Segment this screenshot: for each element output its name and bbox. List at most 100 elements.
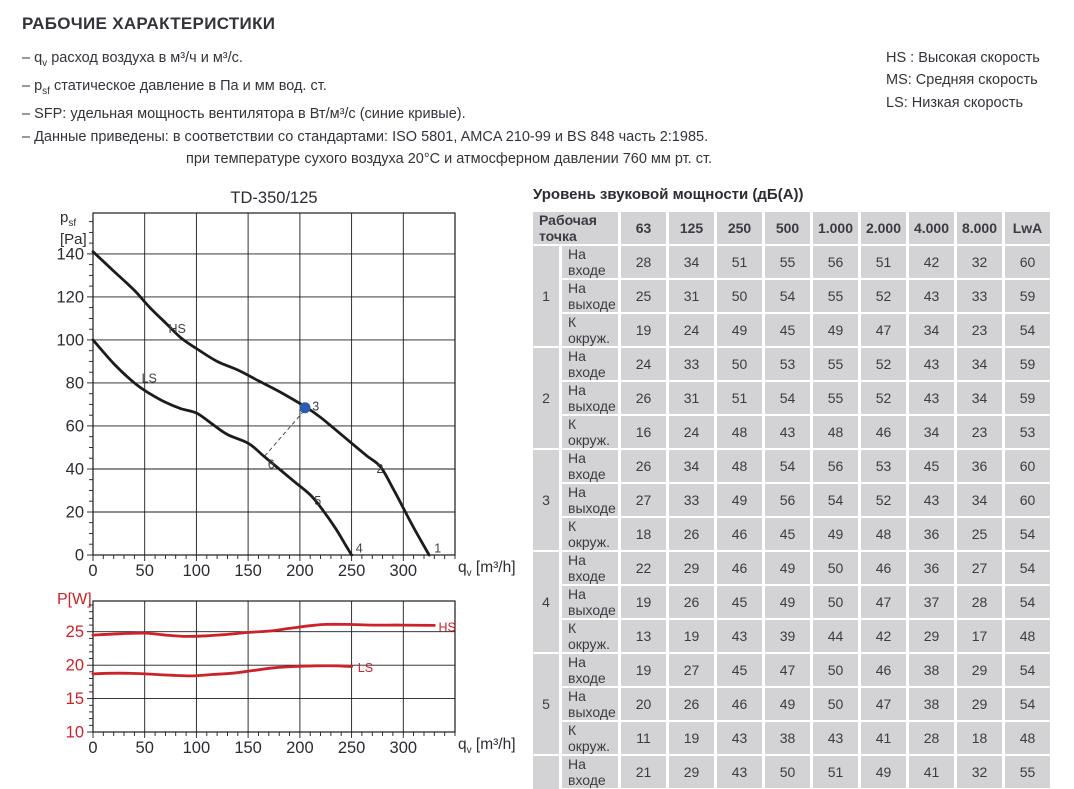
table-cell: 54 (1005, 586, 1050, 618)
svg-text:100: 100 (56, 331, 84, 349)
measure-location-label: К окруж. (562, 722, 618, 754)
pressure-unit-symbol: psf (60, 209, 77, 230)
bullet-line: – SFP: удельная мощность вентилятора в В… (22, 106, 466, 123)
pressure-chart: TD-350/125 psf [Pa] 0 50 100 150 200 250 300 0 2… (20, 188, 535, 590)
table-col-header: 8.000 (957, 212, 1002, 244)
svg-text:20: 20 (66, 504, 84, 522)
table-cell: 53 (765, 348, 810, 380)
bullet-line: – qv расход воздуха в м³/ч и м³/с. (22, 50, 243, 69)
table-cell: 26 (621, 382, 666, 414)
table-cell: 60 (1005, 450, 1050, 482)
table-cell: 52 (861, 348, 906, 380)
table-cell: 34 (909, 314, 954, 346)
bullet-line: – psf статическое давление в Па и мм вод… (22, 78, 327, 98)
table-cell: 28 (621, 246, 666, 278)
table-cell: 25 (957, 518, 1002, 550)
measure-location-label: На выходе (562, 688, 618, 720)
table-cell: 51 (861, 246, 906, 278)
working-point-number: 5 (533, 654, 559, 754)
table-cell: 34 (669, 246, 714, 278)
table-cell: 52 (861, 484, 906, 516)
svg-text:40: 40 (66, 461, 84, 479)
table-cell: 28 (957, 586, 1002, 618)
legend-line: LS: Низкая скорость (886, 94, 1024, 111)
svg-text:HS: HS (439, 621, 456, 635)
table-cell: 46 (717, 552, 762, 584)
svg-text:140: 140 (56, 245, 84, 263)
table-cell: 36 (909, 518, 954, 550)
table-cell: 50 (813, 552, 858, 584)
measure-location-label: На выходе (562, 484, 618, 516)
table-cell: 49 (861, 756, 906, 788)
measure-location-label: На выходе (562, 280, 618, 312)
table-cell: 47 (765, 654, 810, 686)
table-row: К окруж. 18 26 46 45 49 48 36 25 54 (533, 518, 1050, 550)
table-cell: 54 (813, 484, 858, 516)
table-cell: 36 (909, 552, 954, 584)
table-cell: 48 (1005, 620, 1050, 652)
table-cell: 60 (1005, 246, 1050, 278)
svg-text:6: 6 (268, 458, 275, 472)
table-cell: 19 (621, 654, 666, 686)
table-cell: 17 (957, 620, 1002, 652)
sound-power-table: Рабочая точка 63 125 250 500 1.000 2.000 4.000 8… (530, 210, 1053, 789)
table-cell: 55 (813, 348, 858, 380)
table-cell: 45 (909, 450, 954, 482)
svg-text:100: 100 (183, 739, 211, 757)
sound-table-title: Уровень звуковой мощности (дБ(А)) (533, 186, 804, 203)
svg-text:100: 100 (183, 562, 211, 580)
table-row: На выходе 25 31 50 54 55 52 43 33 59 (533, 280, 1050, 312)
table-cell: 52 (861, 382, 906, 414)
table-cell: 42 (861, 620, 906, 652)
table-cell: 43 (765, 416, 810, 448)
table-cell: 49 (717, 484, 762, 516)
table-cell: 33 (669, 348, 714, 380)
working-point-number: 6 (533, 756, 559, 789)
svg-text:2: 2 (376, 462, 383, 476)
svg-text:50: 50 (136, 739, 154, 757)
table-cell: 20 (621, 688, 666, 720)
svg-text:0: 0 (88, 562, 97, 580)
table-cell: 16 (621, 416, 666, 448)
table-cell: 19 (669, 620, 714, 652)
table-cell: 43 (909, 348, 954, 380)
svg-text:25: 25 (66, 623, 84, 641)
table-col-header: 4.000 (909, 212, 954, 244)
table-cell: 26 (669, 518, 714, 550)
table-cell: 54 (1005, 688, 1050, 720)
table-cell: 33 (669, 484, 714, 516)
table-cell: 59 (1005, 280, 1050, 312)
table-cell: 45 (765, 518, 810, 550)
table-cell: 46 (861, 416, 906, 448)
table-cell: 54 (765, 280, 810, 312)
pressure-y-axis-label: psf [Pa] (60, 210, 87, 248)
table-cell: 53 (1005, 416, 1050, 448)
table-cell: 33 (957, 280, 1002, 312)
measure-location-label: На входе (562, 450, 618, 482)
svg-text:4: 4 (356, 542, 363, 556)
table-col-header: 500 (765, 212, 810, 244)
measure-location-label: На входе (562, 348, 618, 380)
table-cell: 43 (909, 382, 954, 414)
table-row: К окруж. 16 24 48 43 48 46 34 23 53 (533, 416, 1050, 448)
table-cell: 51 (813, 756, 858, 788)
table-cell: 47 (861, 586, 906, 618)
table-cell: 59 (1005, 382, 1050, 414)
table-cell: 37 (909, 586, 954, 618)
table-cell: 28 (909, 722, 954, 754)
table-cell: 19 (669, 722, 714, 754)
table-cell: 26 (669, 688, 714, 720)
table-row: На выходе 19 26 45 49 50 47 37 28 54 (533, 586, 1050, 618)
table-cell: 38 (909, 688, 954, 720)
measure-location-label: На входе (562, 756, 618, 788)
pressure-unit: [Pa] (60, 231, 87, 248)
measure-location-label: К окруж. (562, 416, 618, 448)
svg-text:3: 3 (312, 400, 319, 414)
table-cell: 54 (1005, 314, 1050, 346)
table-cell: 45 (717, 586, 762, 618)
table-cell: 46 (861, 654, 906, 686)
table-cell: 50 (765, 756, 810, 788)
working-point-number: 4 (533, 552, 559, 652)
svg-text:5: 5 (314, 494, 321, 508)
